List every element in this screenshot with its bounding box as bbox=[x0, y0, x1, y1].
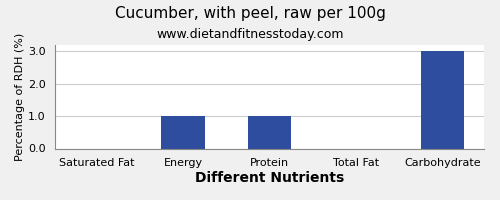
Bar bbox=[421, 51, 465, 148]
Bar bbox=[162, 116, 204, 148]
Y-axis label: Percentage of RDH (%): Percentage of RDH (%) bbox=[15, 33, 25, 161]
Bar bbox=[248, 116, 291, 148]
X-axis label: Different Nutrients: Different Nutrients bbox=[195, 171, 344, 185]
Text: www.dietandfitnesstoday.com: www.dietandfitnesstoday.com bbox=[156, 28, 344, 41]
Text: Cucumber, with peel, raw per 100g: Cucumber, with peel, raw per 100g bbox=[114, 6, 386, 21]
